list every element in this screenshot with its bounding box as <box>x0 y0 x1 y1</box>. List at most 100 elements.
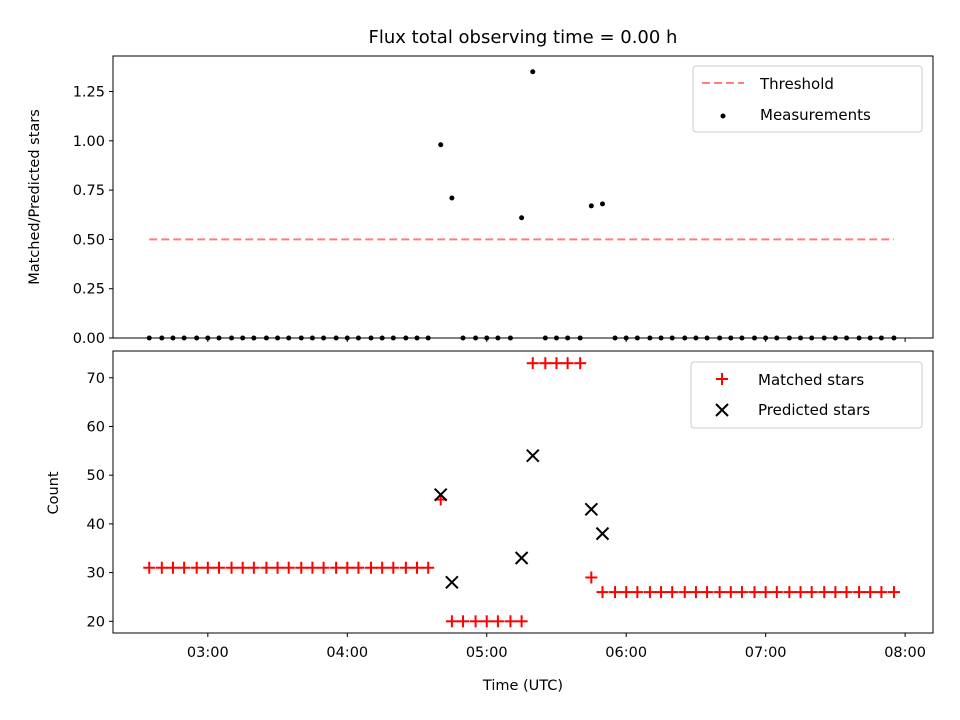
top-legend: Threshold Measurements <box>692 65 923 133</box>
predicted-legend-swatch <box>715 403 729 417</box>
matched-star-marker <box>411 561 424 574</box>
predicted-legend-label: Predicted stars <box>758 401 870 419</box>
measurement-point <box>449 195 455 201</box>
matched-star-marker <box>805 586 818 599</box>
bottom-y-tick-label: 40 <box>87 517 105 533</box>
predicted-star-marker <box>445 575 459 590</box>
matched-star-marker <box>190 561 203 574</box>
matched-star-marker <box>783 586 796 599</box>
matched-star-marker <box>770 586 783 599</box>
matched-star-marker <box>829 586 842 599</box>
matched-star-marker <box>422 561 435 574</box>
measurement-point <box>530 69 536 75</box>
matched-star-marker <box>480 615 493 628</box>
top-y-tick-label: 0.00 <box>73 331 105 347</box>
matched-star-marker <box>352 561 365 574</box>
matched-star-marker <box>550 357 563 370</box>
measurement-point <box>519 215 525 221</box>
matched-star-marker <box>271 561 284 574</box>
matched-star-marker <box>143 561 156 574</box>
x-tick-label: 06:00 <box>605 645 647 661</box>
matched-star-marker <box>306 561 319 574</box>
matched-star-marker <box>689 586 702 599</box>
matched-star-marker <box>794 586 807 599</box>
threshold-legend-label: Threshold <box>759 75 834 93</box>
matched-star-marker <box>840 586 853 599</box>
matched-star-marker <box>504 615 517 628</box>
bottom-y-axis-label: Count <box>46 471 62 514</box>
matched-star-marker <box>887 586 900 599</box>
matched-star-marker <box>759 586 772 599</box>
matched-star-marker <box>330 561 343 574</box>
x-tick-label: 04:00 <box>326 645 368 661</box>
matched-star-marker <box>561 357 574 370</box>
top-subplot: Flux total observing time = 0.00 h Match… <box>27 27 934 347</box>
x-tick-label: 03:00 <box>187 645 229 661</box>
matched-star-marker <box>166 561 179 574</box>
matched-star-marker <box>515 615 528 628</box>
x-axis-label: Time (UTC) <box>482 678 563 694</box>
matched-legend-swatch <box>716 373 728 385</box>
measurement-point <box>599 201 605 207</box>
measurements-legend-label: Measurements <box>760 106 871 124</box>
matched-star-marker <box>596 586 609 599</box>
bottom-y-tick-label: 50 <box>87 468 105 484</box>
matched-star-marker <box>643 586 656 599</box>
x-tick-label: 08:00 <box>884 645 926 661</box>
matched-star-marker <box>376 561 389 574</box>
bottom-y-tick-label: 20 <box>87 614 105 630</box>
matched-star-marker <box>574 357 587 370</box>
top-legend-box <box>692 65 923 133</box>
chart-title: Flux total observing time = 0.00 h <box>369 27 678 48</box>
bottom-plot-area: 20 30 40 50 60 70 03:00 04:00 05:00 06:00 07:00 08:… <box>87 357 926 661</box>
bottom-axes-frame <box>112 350 934 634</box>
matched-star-marker <box>387 561 400 574</box>
matched-star-marker <box>399 561 412 574</box>
matched-star-marker <box>236 561 249 574</box>
matched-star-marker <box>655 586 668 599</box>
matched-legend-label: Matched stars <box>758 371 864 389</box>
matched-star-marker <box>585 571 598 584</box>
bottom-y-tick-label: 70 <box>87 371 105 387</box>
matched-star-marker <box>225 561 238 574</box>
matched-star-marker <box>295 561 308 574</box>
bottom-y-tick-label: 60 <box>87 419 105 435</box>
matched-star-marker <box>445 615 458 628</box>
measurements-legend-swatch <box>720 113 726 119</box>
matched-star-marker <box>317 561 330 574</box>
matched-star-marker <box>526 357 539 370</box>
predicted-star-marker <box>514 551 529 565</box>
matched-star-marker <box>631 586 644 599</box>
matched-star-marker <box>713 586 726 599</box>
measurement-point <box>438 142 444 148</box>
matched-star-marker <box>724 586 737 599</box>
top-y-tick-label: 1.25 <box>73 84 105 100</box>
matched-star-marker <box>620 586 633 599</box>
matched-star-marker <box>469 615 482 628</box>
matched-star-marker <box>260 561 273 574</box>
matched-star-marker <box>678 586 691 599</box>
top-y-tick-label: 1.00 <box>73 134 105 150</box>
matched-star-marker <box>364 561 377 574</box>
bottom-legend-box <box>690 361 923 429</box>
matched-star-marker <box>212 561 225 574</box>
matched-star-marker <box>701 586 714 599</box>
matched-star-marker <box>818 586 831 599</box>
top-y-tick-label: 0.50 <box>73 232 105 248</box>
bottom-y-tick-label: 30 <box>87 566 105 582</box>
top-y-axis-label: Matched/Predicted stars <box>27 109 43 285</box>
matched-star-marker <box>875 586 888 599</box>
x-tick-label: 05:00 <box>466 645 508 661</box>
x-tick-label: 07:00 <box>745 645 787 661</box>
matched-star-marker <box>666 586 679 599</box>
matched-star-marker <box>864 586 877 599</box>
predicted-star-marker <box>526 449 540 463</box>
predicted-star-marker <box>584 502 599 516</box>
matched-star-marker <box>282 561 295 574</box>
matched-star-marker <box>201 561 214 574</box>
measurement-point <box>588 203 594 209</box>
matched-star-marker <box>748 586 761 599</box>
matched-star-marker <box>491 615 504 628</box>
matched-star-marker <box>457 615 470 628</box>
top-y-tick-label: 0.75 <box>73 183 105 199</box>
